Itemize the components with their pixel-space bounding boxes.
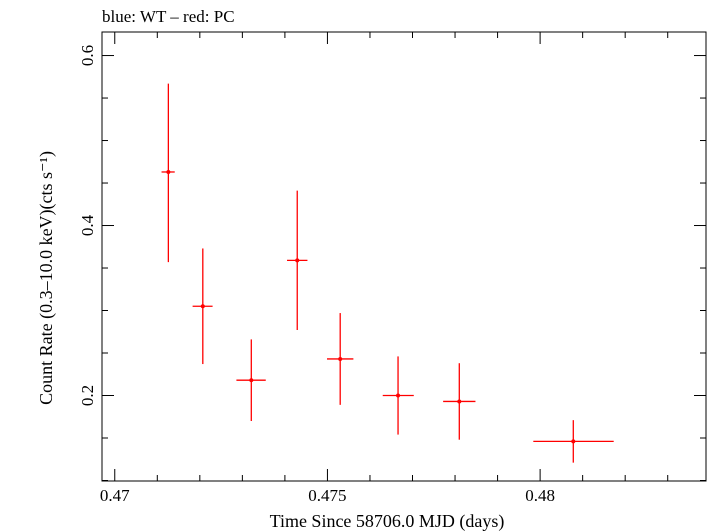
data-point: [192, 248, 213, 365]
plot-frame: [101, 31, 707, 482]
chart-title: blue: WT – red: PC: [102, 7, 235, 26]
data-marker: [338, 356, 343, 361]
y-tick-label: 0.6: [78, 45, 97, 66]
y-axis-label: Count Rate (0.3–10.0 keV)(cts s⁻¹): [36, 151, 57, 405]
data-point: [236, 339, 266, 421]
x-axis-ticks: 0.47 0.475 0.48: [100, 32, 669, 505]
x-axis-label: Time Since 58706.0 MJD (days): [270, 511, 505, 532]
x-tick-label: 0.48: [525, 486, 555, 505]
data-point: [533, 420, 614, 463]
data-point: [382, 356, 414, 435]
y-tick-label: 0.4: [78, 214, 97, 236]
data-marker: [295, 258, 300, 263]
data-marker: [457, 399, 462, 404]
data-marker: [249, 378, 254, 383]
data-point: [161, 83, 175, 263]
data-series: [161, 83, 614, 463]
data-marker: [200, 304, 205, 309]
x-tick-label: 0.475: [308, 486, 346, 505]
x-tick-label: 0.47: [100, 486, 130, 505]
y-axis-ticks: 0.2 0.4 0.6: [78, 45, 706, 481]
data-marker: [396, 393, 401, 398]
data-point: [443, 363, 476, 440]
data-point: [287, 190, 308, 331]
data-marker: [166, 169, 171, 174]
y-tick-label: 0.2: [78, 385, 97, 406]
data-marker: [571, 439, 576, 444]
data-point: [327, 313, 354, 405]
